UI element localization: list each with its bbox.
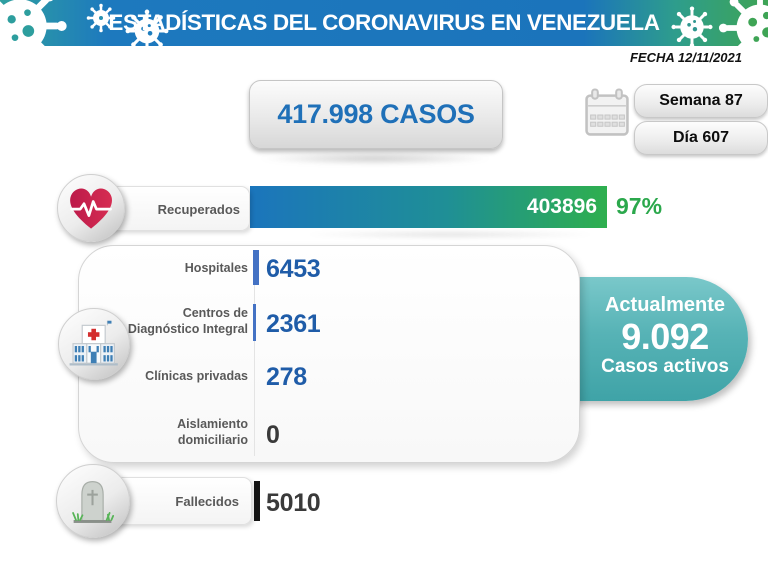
active-cases-caption-bottom: Casos activos (601, 356, 729, 378)
row-label-private-clinics: Clínicas privadas (145, 369, 248, 383)
day-badge: Día 607 (634, 121, 768, 155)
hospital-icon (58, 308, 130, 380)
row-value-private-clinics: 278 (266, 363, 307, 391)
recovered-label: Recuperados (100, 186, 250, 231)
row-label-cdi: Centros de Diagnóstico Integral (127, 306, 248, 336)
care-locations-panel (78, 245, 580, 463)
calendar-icon (585, 88, 629, 136)
row-value-hospitals: 6453 (266, 255, 321, 283)
row-label-hospitals: Hospitales (184, 261, 248, 275)
bar-tick-hospitals (253, 250, 259, 285)
deceased-value: 5010 (266, 489, 321, 517)
reflection-decor (258, 152, 492, 165)
reflection-decor (300, 230, 600, 239)
tombstone-icon (56, 464, 130, 538)
heart-pulse-icon (57, 174, 125, 242)
page-title: ESTADÍSTICAS DEL CORONAVIRUS EN VENEZUEL… (108, 10, 660, 35)
date-label: FECHA 12/11/2021 (629, 50, 742, 65)
virus-icon (718, 0, 768, 70)
active-cases-value: 9.092 (621, 316, 709, 357)
recovered-percent: 97% (616, 193, 663, 219)
bar-tick-deceased (254, 481, 260, 521)
virus-icon (671, 6, 713, 48)
row-label-home-isolation: Aislamiento domiciliario (177, 417, 248, 447)
header-band: ESTADÍSTICAS DEL CORONAVIRUS EN VENEZUEL… (0, 0, 768, 73)
total-cases-badge: 417.998 CASOS (249, 80, 503, 149)
row-value-cdi: 2361 (266, 310, 321, 338)
active-cases-caption-top: Actualmente (604, 294, 726, 316)
active-cases-badge: Actualmente 9.092 Casos activos (556, 277, 748, 401)
virus-icon (0, 0, 67, 73)
panel-divider (254, 252, 255, 456)
virus-icon (125, 9, 169, 53)
row-value-home-isolation: 0 (266, 421, 280, 449)
week-badge: Semana 87 (634, 84, 768, 118)
virus-icon (86, 3, 116, 33)
bar-tick-cdi (253, 304, 256, 341)
recovered-bar: 403896 (250, 186, 607, 228)
